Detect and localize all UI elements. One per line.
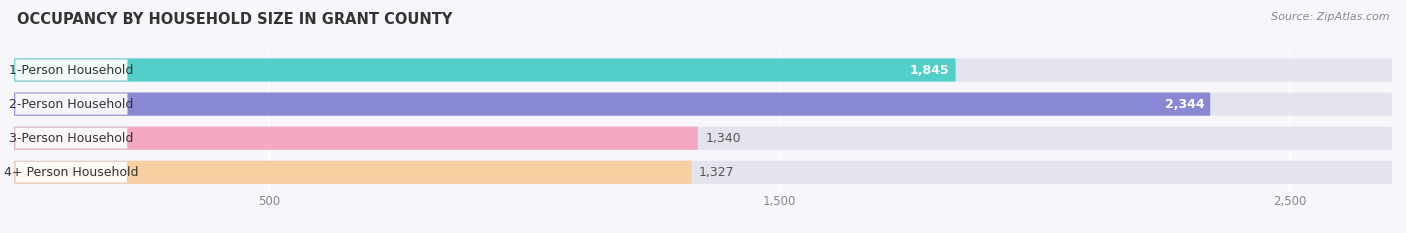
Text: 2,344: 2,344 bbox=[1164, 98, 1204, 111]
Text: 1,340: 1,340 bbox=[706, 132, 741, 145]
FancyBboxPatch shape bbox=[14, 161, 692, 184]
FancyBboxPatch shape bbox=[15, 93, 128, 115]
FancyBboxPatch shape bbox=[14, 58, 1392, 82]
FancyBboxPatch shape bbox=[14, 93, 1392, 116]
Text: 1,845: 1,845 bbox=[910, 64, 949, 76]
Text: OCCUPANCY BY HOUSEHOLD SIZE IN GRANT COUNTY: OCCUPANCY BY HOUSEHOLD SIZE IN GRANT COU… bbox=[17, 12, 453, 27]
FancyBboxPatch shape bbox=[14, 93, 1211, 116]
Text: 4+ Person Household: 4+ Person Household bbox=[4, 166, 138, 179]
Text: 1-Person Household: 1-Person Household bbox=[8, 64, 134, 76]
FancyBboxPatch shape bbox=[15, 59, 128, 81]
Text: Source: ZipAtlas.com: Source: ZipAtlas.com bbox=[1271, 12, 1389, 22]
FancyBboxPatch shape bbox=[14, 161, 1392, 184]
Text: 1,327: 1,327 bbox=[699, 166, 734, 179]
Text: 3-Person Household: 3-Person Household bbox=[8, 132, 134, 145]
Text: 2-Person Household: 2-Person Household bbox=[8, 98, 134, 111]
FancyBboxPatch shape bbox=[15, 128, 128, 149]
FancyBboxPatch shape bbox=[15, 162, 128, 183]
FancyBboxPatch shape bbox=[14, 58, 956, 82]
FancyBboxPatch shape bbox=[14, 127, 1392, 150]
FancyBboxPatch shape bbox=[14, 127, 697, 150]
